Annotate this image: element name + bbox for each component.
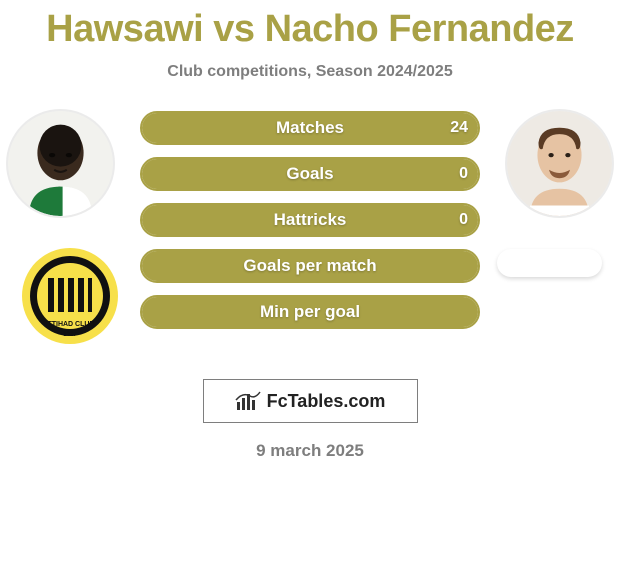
stat-row-hattricks: Hattricks 0 [140, 203, 480, 237]
brand-text: FcTables.com [267, 391, 386, 412]
stat-rows: Matches 24 Goals 0 Hattricks 0 Goals per… [140, 111, 480, 341]
stat-row-goals-per-match: Goals per match [140, 249, 480, 283]
player-right-avatar [507, 111, 612, 216]
stat-label: Min per goal [142, 297, 478, 327]
stat-row-goals: Goals 0 [140, 157, 480, 191]
brand-badge[interactable]: FcTables.com [203, 379, 418, 423]
date-label: 9 march 2025 [0, 441, 620, 461]
comparison-panel: ITTIHAD CLUB 1927 Matches 24 Goals 0 Hat… [0, 111, 620, 371]
stat-label: Goals [142, 159, 478, 189]
player-left-avatar [8, 111, 113, 216]
subtitle: Club competitions, Season 2024/2025 [0, 63, 620, 81]
stat-value-right: 0 [459, 159, 468, 189]
stat-label: Hattricks [142, 205, 478, 235]
stat-value-right: 24 [450, 113, 468, 143]
svg-text:1927: 1927 [63, 332, 77, 338]
club-right-badge [497, 249, 602, 277]
stat-row-min-per-goal: Min per goal [140, 295, 480, 329]
page-title: Hawsawi vs Nacho Fernandez [0, 0, 620, 51]
club-left-badge: ITTIHAD CLUB 1927 [20, 246, 120, 346]
stat-row-matches: Matches 24 [140, 111, 480, 145]
svg-text:ITTIHAD CLUB: ITTIHAD CLUB [46, 321, 95, 328]
bar-chart-icon [235, 390, 261, 412]
stat-label: Goals per match [142, 251, 478, 281]
stat-value-right: 0 [459, 205, 468, 235]
stat-label: Matches [142, 113, 478, 143]
